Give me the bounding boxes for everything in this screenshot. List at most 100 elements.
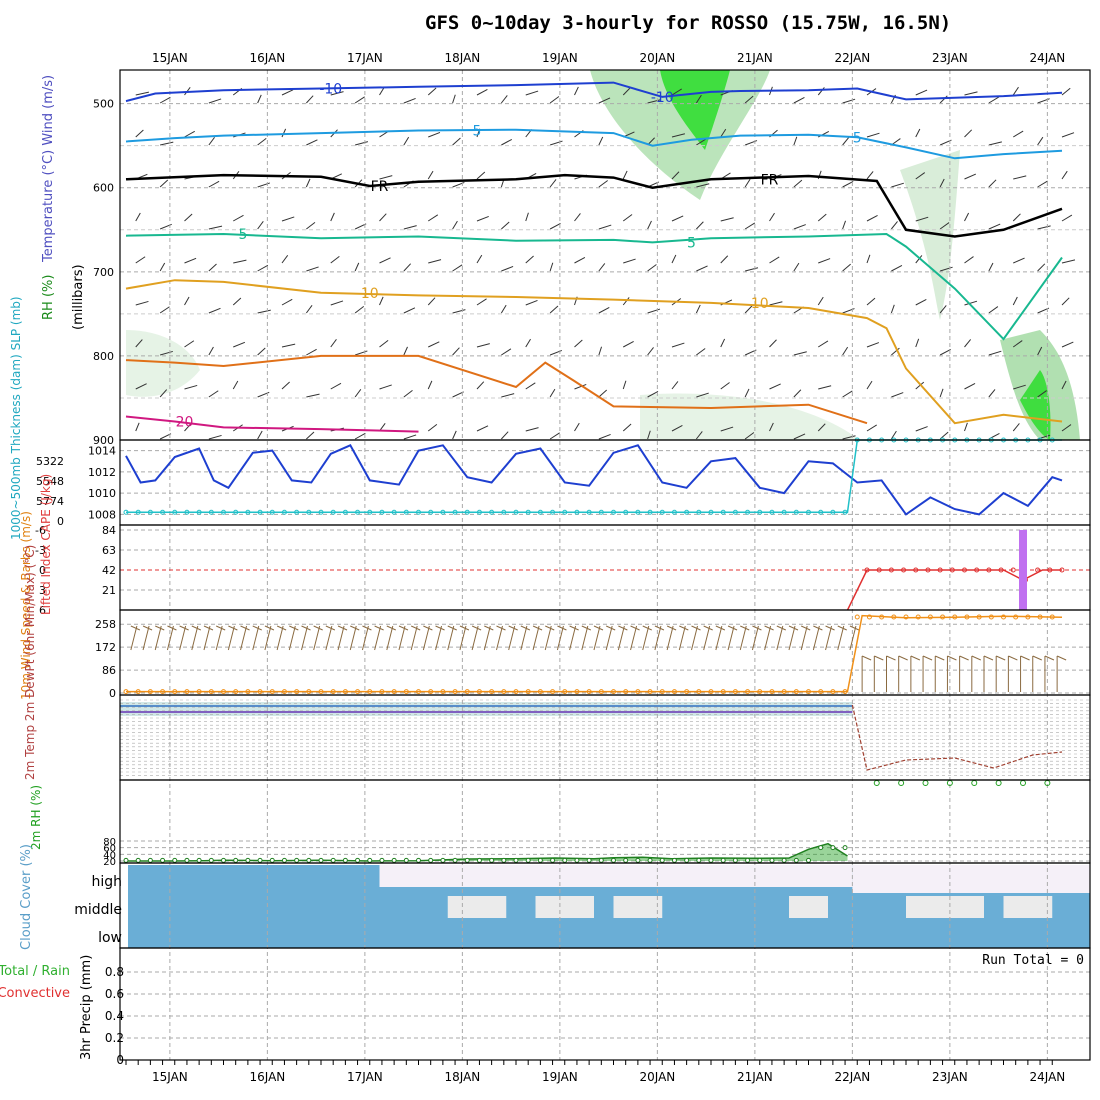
wind-barb-10m <box>971 655 982 661</box>
rh-marker <box>708 857 714 863</box>
rh-marker <box>635 857 641 863</box>
wind-barb-10m <box>313 625 323 631</box>
wind-barb-10m <box>715 625 726 631</box>
thickness-marker <box>623 509 629 515</box>
wind-barb <box>379 339 389 348</box>
thickness-marker <box>367 509 373 515</box>
wind-barb <box>890 304 895 314</box>
wind-barb-10m <box>959 655 969 661</box>
wind-barb <box>354 350 368 356</box>
wind-barb <box>427 423 438 432</box>
wind-barb <box>817 296 824 306</box>
wind-barb <box>817 423 826 432</box>
pressure-tick: 700 <box>93 266 114 279</box>
wind-barb-10m <box>703 625 711 651</box>
thickness-marker <box>464 509 470 515</box>
wind-barb-10m <box>349 625 357 651</box>
thickness-marker <box>830 509 836 515</box>
rh-marker <box>123 857 129 863</box>
wind-barb <box>720 217 734 222</box>
rh-marker <box>732 857 738 863</box>
wind-speed-marker <box>903 614 909 620</box>
wind-barb <box>257 137 267 146</box>
wind-speed-marker <box>940 614 946 620</box>
thickness-marker <box>355 509 361 515</box>
thickness-marker <box>635 509 641 515</box>
wind-barb <box>452 220 458 230</box>
wind-barb <box>939 95 948 104</box>
wind-barb <box>744 305 753 314</box>
precip-tick: 0.8 <box>105 965 124 979</box>
wind-barb <box>427 214 439 222</box>
wind-barb <box>330 339 337 348</box>
wind-barb <box>428 259 442 264</box>
wind-speed-marker <box>562 689 568 695</box>
date-label-bottom: 19JAN <box>542 1070 578 1084</box>
wind-barb <box>500 95 508 104</box>
wind-speed-marker <box>330 689 336 695</box>
rh-marker <box>562 857 568 863</box>
wind-barb-10m <box>191 625 199 651</box>
rh-marker <box>818 845 824 851</box>
wind-barb <box>135 300 149 306</box>
wind-barb <box>1012 340 1023 348</box>
rh-marker <box>842 845 848 851</box>
wind-speed-marker <box>879 614 885 620</box>
rh-marker <box>281 857 287 863</box>
wind-barb-10m <box>264 625 272 651</box>
slp-tick: 1010 <box>88 487 116 500</box>
temperature-contour <box>125 128 1063 160</box>
cloud-tick: high <box>91 874 122 890</box>
thickness-marker <box>647 509 653 515</box>
cloud-tick: middle <box>74 902 122 918</box>
wind-barb <box>1012 423 1020 432</box>
wind-barb <box>1012 296 1018 306</box>
wind-barb-10m <box>325 625 333 651</box>
wind-barb <box>428 341 440 348</box>
rh-marker <box>147 857 153 863</box>
wind-barb <box>696 392 709 398</box>
wind-barb <box>744 222 756 230</box>
date-label-top: 21JAN <box>737 51 773 65</box>
wind-barb <box>1037 180 1048 188</box>
wind-barb <box>427 297 436 306</box>
wind-barb <box>720 128 727 138</box>
wind-barb <box>744 432 755 440</box>
wind-barb-10m <box>374 625 382 651</box>
wind-barb <box>549 96 560 104</box>
wind-speed-marker <box>489 689 495 695</box>
wind-speed-marker <box>720 689 726 695</box>
wind-barb <box>574 86 579 96</box>
wind-barb <box>623 258 636 264</box>
wind-barb-10m <box>155 625 165 631</box>
wind-speed-marker <box>281 689 287 695</box>
wind-speed-marker <box>952 614 958 620</box>
wind-barb-10m <box>179 625 187 651</box>
thickness-marker <box>806 509 811 515</box>
wind-barb <box>671 215 684 222</box>
contour-label: FR <box>761 172 779 188</box>
wind-barb <box>647 99 661 104</box>
wind-barb <box>793 389 802 398</box>
wind-barb <box>769 212 775 222</box>
thickness-marker <box>732 509 738 515</box>
wind-barb <box>208 307 221 314</box>
wind-barb <box>525 299 538 306</box>
temp-wind-axis-label: Temperature (°C) Wind (m/s) <box>41 75 56 263</box>
wind-barb-10m <box>386 625 397 631</box>
wind-speed-marker <box>537 689 543 695</box>
wind-barb <box>598 389 608 398</box>
wind-barb <box>208 98 222 104</box>
lifted-index-marker <box>888 567 894 573</box>
wind-barb <box>939 222 950 230</box>
wind-barb-10m <box>228 625 238 631</box>
thickness-marker <box>757 509 763 515</box>
pressure-tick: 500 <box>93 98 114 111</box>
wind-barb <box>866 132 880 138</box>
cloud-clear <box>789 896 828 918</box>
wind-barb-10m <box>764 625 774 631</box>
wind-barb <box>866 342 880 348</box>
wind-barb-10m <box>130 625 141 631</box>
cloud-clear <box>852 865 1090 893</box>
rh-marker <box>464 857 470 863</box>
